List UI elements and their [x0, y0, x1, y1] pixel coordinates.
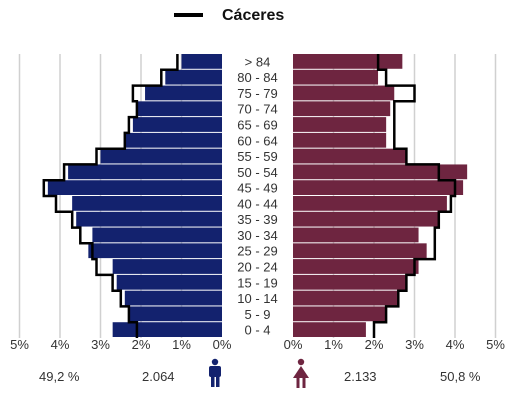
age-group-label: 55 - 59 [237, 149, 277, 164]
male-bar [136, 101, 222, 117]
male-bar [112, 259, 222, 274]
female-bar [293, 259, 419, 274]
age-group-label: 40 - 44 [237, 196, 277, 211]
x-tick-label: 3% [405, 337, 424, 352]
male-bar [181, 54, 222, 69]
x-tick-label: 0% [213, 337, 232, 352]
female-bar [293, 196, 447, 211]
male-bar [128, 306, 222, 322]
male-bar [132, 117, 222, 132]
female-bar [293, 148, 407, 164]
female-bar [293, 85, 395, 101]
age-group-label: 50 - 54 [237, 165, 277, 180]
legend: Cáceres [174, 7, 284, 24]
age-group-label: 35 - 39 [237, 212, 277, 227]
comparison-outlines [42, 54, 457, 338]
female-bar [293, 180, 464, 195]
x-tick-label: 1% [324, 337, 343, 352]
legend-label: Cáceres [222, 7, 284, 24]
male-bar [124, 132, 222, 148]
male-percent: 49,2 % [39, 369, 80, 384]
female-bar [293, 132, 387, 148]
female-bar [293, 117, 387, 132]
male-comparison-outline [42, 54, 179, 338]
male-bar [165, 69, 222, 85]
female-person-icon [293, 358, 309, 388]
age-group-label: 25 - 29 [237, 244, 277, 259]
male-count: 2.064 [142, 369, 175, 384]
male-bar [72, 196, 223, 211]
x-tick-label: 5% [486, 337, 505, 352]
female-bar [293, 69, 379, 85]
x-tick-label: 4% [446, 337, 465, 352]
female-bar [293, 306, 387, 322]
x-tick-label: 4% [51, 337, 70, 352]
age-group-label: 80 - 84 [237, 70, 277, 85]
male-bar [92, 227, 223, 243]
x-tick-label: 3% [91, 337, 110, 352]
age-group-label: 75 - 79 [237, 86, 277, 101]
female-bar [293, 211, 439, 227]
age-group-label: 65 - 69 [237, 118, 277, 133]
female-bar [293, 290, 399, 306]
age-group-label: 5 - 9 [244, 307, 270, 322]
x-tick-label: 2% [132, 337, 151, 352]
x-tick-label: 2% [365, 337, 384, 352]
female-count: 2.133 [344, 369, 377, 384]
male-bar [68, 164, 222, 180]
female-bar [293, 274, 407, 290]
age-group-label: 15 - 19 [237, 275, 277, 290]
age-group-label: 60 - 64 [237, 133, 277, 148]
male-bar [124, 290, 222, 306]
age-group-label: > 84 [245, 54, 271, 69]
x-tick-labels: 5% 4% 3% 2% 1% 0% 0% 1% 2% 3% 4% 5% [10, 337, 505, 352]
female-bar [293, 227, 419, 243]
male-bars [47, 54, 223, 337]
male-bar [76, 211, 222, 227]
age-group-label: 70 - 74 [237, 102, 277, 117]
x-tick-label: 5% [10, 337, 29, 352]
age-group-label: 45 - 49 [237, 181, 277, 196]
male-bar [116, 274, 222, 290]
footer: 49,2 % 2.064 2.133 50,8 % [39, 358, 481, 388]
female-bar [293, 322, 366, 337]
female-bar [293, 164, 468, 180]
female-bar [293, 54, 403, 69]
female-comparison-outline [372, 54, 457, 338]
male-bar [47, 180, 222, 195]
male-bar [145, 85, 222, 101]
male-bar [112, 322, 222, 337]
age-group-label: 10 - 14 [237, 291, 277, 306]
x-tick-label: 1% [172, 337, 191, 352]
female-bars [293, 54, 468, 337]
female-bar [293, 243, 427, 259]
age-group-label: 20 - 24 [237, 260, 277, 275]
age-group-label: 0 - 4 [244, 323, 270, 338]
male-bar [100, 148, 222, 164]
male-person-icon [209, 358, 221, 387]
female-bar [293, 101, 391, 117]
female-percent: 50,8 % [440, 369, 481, 384]
male-bar [88, 243, 222, 259]
x-tick-label: 0% [284, 337, 303, 352]
age-group-label: 30 - 34 [237, 228, 277, 243]
